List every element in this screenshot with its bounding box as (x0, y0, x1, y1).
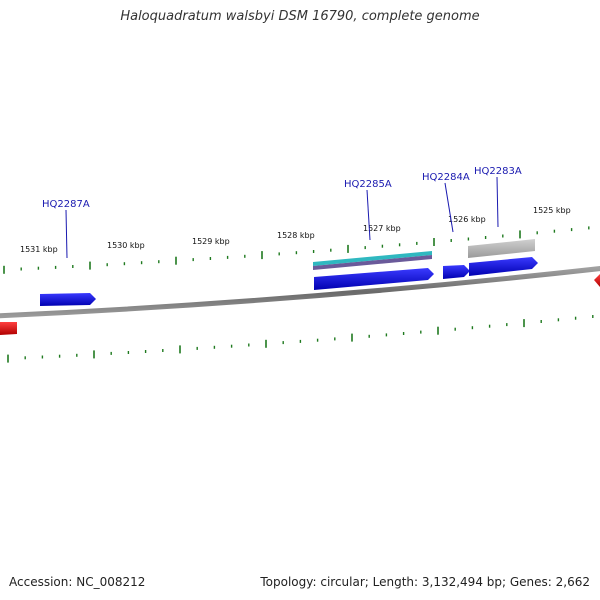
kbp-label: 1527 kbp (363, 224, 401, 233)
gene-label-leaders (65, 176, 499, 259)
gene-block-red[interactable] (0, 322, 17, 335)
genome-title: Haloquadratum walsbyi DSM 16790, complet… (120, 9, 480, 24)
gene-label[interactable]: HQ2287A (42, 199, 90, 210)
gene-arrow[interactable] (314, 268, 434, 290)
accession-text: Accession: NC_008212 (9, 575, 146, 589)
kbp-label: 1528 kbp (277, 231, 315, 240)
kbp-label: 1530 kbp (107, 241, 145, 250)
gene-arrow-red[interactable] (594, 274, 600, 287)
kbp-label: 1525 kbp (533, 206, 571, 215)
reverse-genes[interactable] (0, 274, 600, 335)
rna-features[interactable] (313, 239, 535, 270)
kbp-label: 1531 kbp (20, 245, 58, 254)
leader-line (496, 176, 499, 228)
gene-arrow[interactable] (40, 293, 96, 306)
inner-tick-ring (7, 315, 594, 363)
kbp-labels: 1531 kbp 1530 kbp 1529 kbp 1528 kbp 1527… (20, 206, 571, 254)
gene-arrow[interactable] (443, 265, 470, 279)
rna-purple-band[interactable] (313, 255, 432, 270)
gene-arrow[interactable] (469, 257, 538, 276)
genome-backbone (0, 266, 600, 319)
gene-label[interactable]: HQ2285A (344, 179, 392, 190)
outer-tick-ring (3, 226, 590, 274)
rna-teal-band[interactable] (313, 251, 432, 266)
gene-label[interactable]: HQ2284A (422, 172, 470, 183)
kbp-label: 1526 kbp (448, 215, 486, 224)
gene-label[interactable]: HQ2283A (474, 166, 522, 177)
genome-summary-text: Topology: circular; Length: 3,132,494 bp… (260, 575, 590, 589)
kbp-label: 1529 kbp (192, 237, 230, 246)
leader-line (444, 182, 454, 233)
pseudogene-gray-band[interactable] (468, 239, 535, 258)
forward-genes[interactable] (40, 257, 538, 306)
leader-line (65, 209, 68, 259)
leader-line (366, 189, 371, 241)
gene-labels: HQ2287A HQ2285A HQ2284A HQ2283A (42, 166, 522, 210)
